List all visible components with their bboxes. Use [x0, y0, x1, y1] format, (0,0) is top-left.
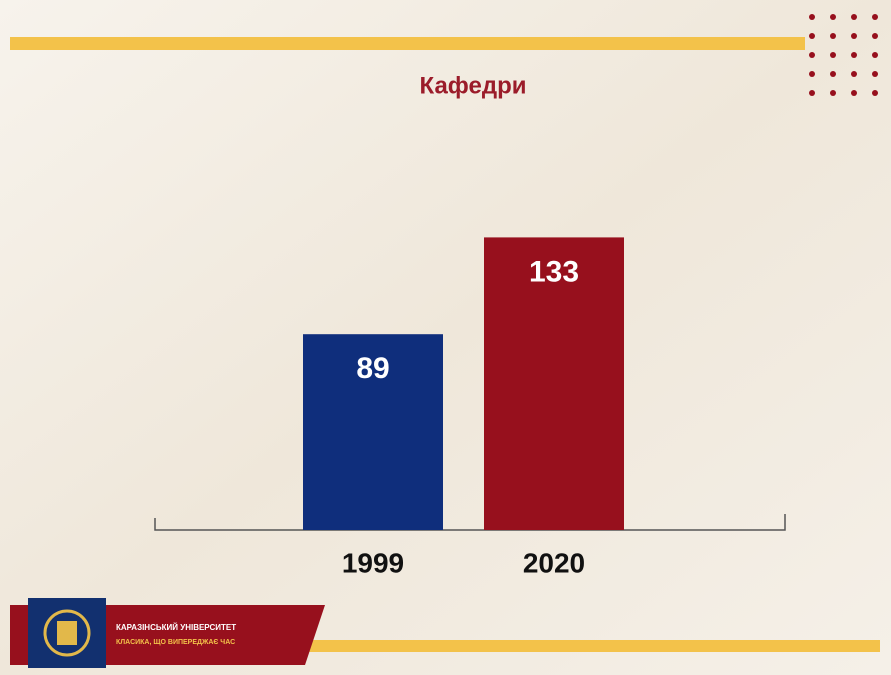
value-label: 89	[356, 352, 389, 385]
bottom-stripe	[300, 640, 880, 652]
x-tick-label: 2020	[523, 547, 585, 578]
x-tick-label: 1999	[342, 547, 404, 578]
chart-title: Кафедри	[420, 72, 527, 99]
logo-shield	[57, 621, 77, 645]
footer-slogan: КЛАСИКА, ЩО ВИПЕРЕДЖАЄ ЧАС	[116, 639, 235, 646]
slide: Кафедри КАРАЗІНСЬКИЙ УНІВЕРСИТЕТ КЛАСИКА…	[0, 0, 891, 675]
background	[0, 0, 891, 675]
footer-university: КАРАЗІНСЬКИЙ УНІВЕРСИТЕТ	[116, 623, 236, 632]
top-stripe	[10, 37, 805, 50]
value-label: 133	[529, 255, 579, 288]
